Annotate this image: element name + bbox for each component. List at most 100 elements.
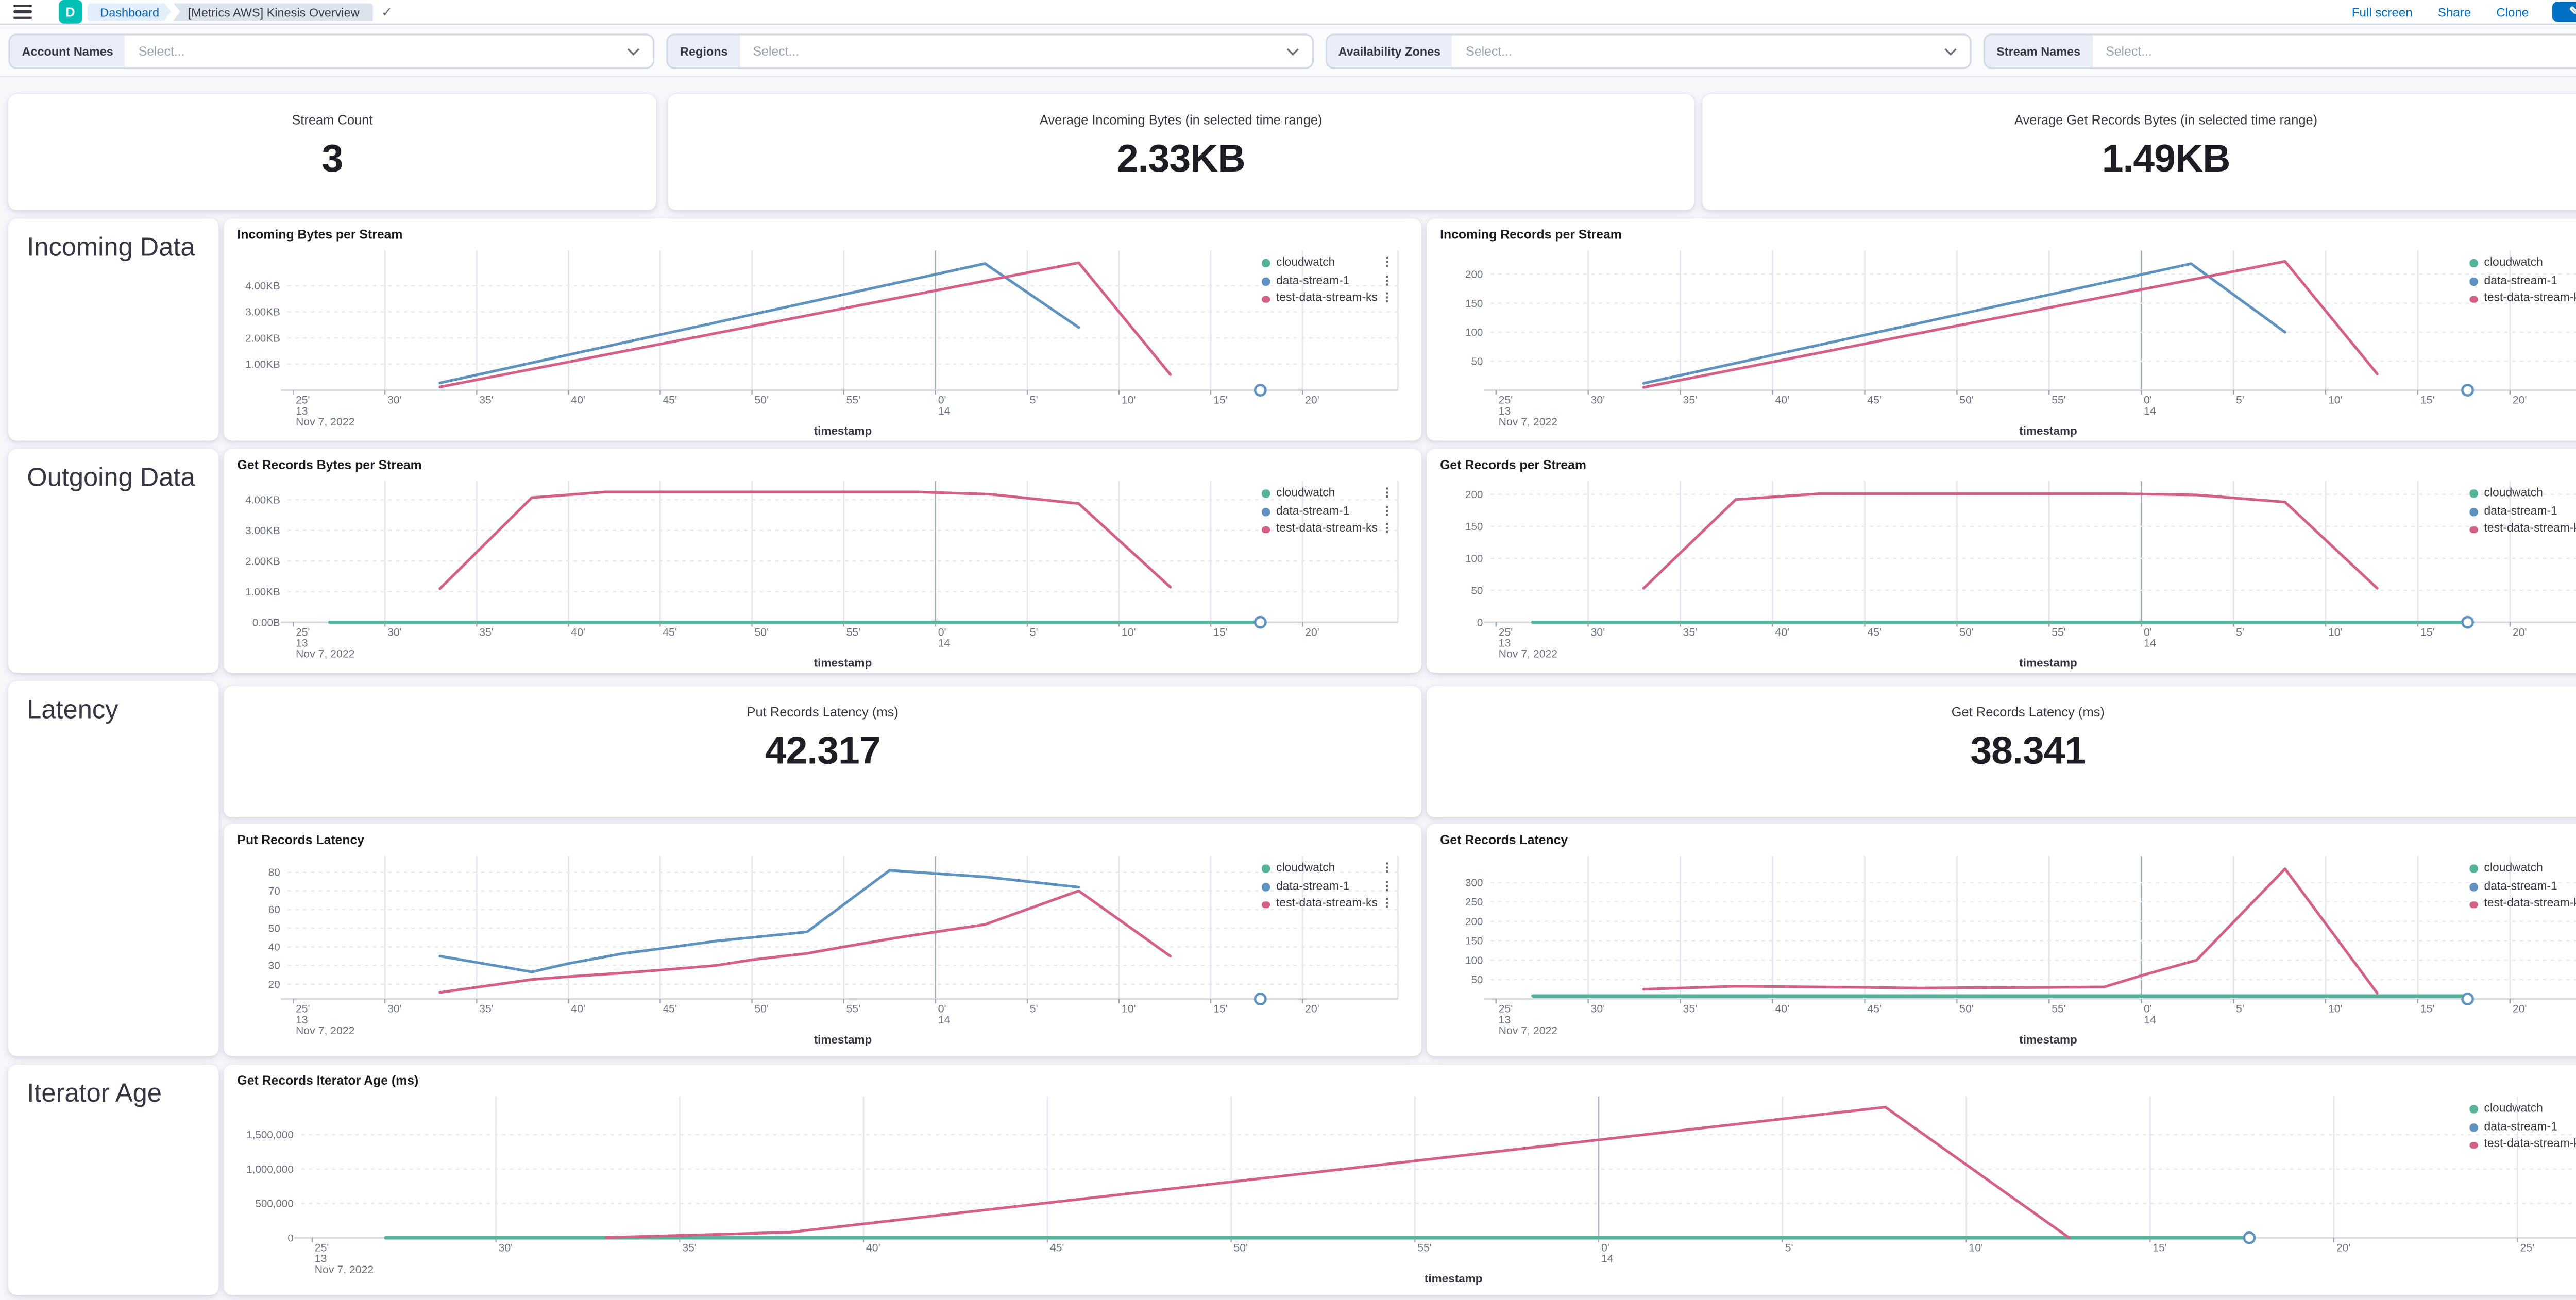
breadcrumb-current-dashboard[interactable]: [Metrics AWS] Kinesis Overview (173, 2, 373, 21)
legend-item-cloudwatch[interactable]: cloudwatch⋮ (1261, 488, 1393, 500)
svg-text:50: 50 (268, 922, 280, 934)
annotation-marker[interactable] (2461, 615, 2474, 629)
legend-item-test-data-stream-ks[interactable]: test-data-stream-ks⋮ (1261, 898, 1393, 911)
svg-text:40': 40' (571, 395, 585, 406)
series-line-test-data-stream-ks (1642, 260, 2379, 389)
chart-title: Incoming Bytes per Stream (237, 226, 403, 242)
svg-text:30': 30' (1591, 626, 1605, 638)
legend-kebab-menu-icon[interactable]: ⋮ (1381, 293, 1393, 305)
deployment-logo[interactable]: D (59, 0, 82, 23)
filter-select-placeholder[interactable]: Select... (1466, 43, 1512, 58)
annotation-marker[interactable] (2461, 993, 2474, 1005)
filter-control-availability-zones[interactable]: Availability Zones Select... (1325, 32, 1972, 69)
legend-item-test-data-stream-ks[interactable]: test-data-stream-ks⋮ (1261, 293, 1393, 305)
full-screen-link[interactable]: Full screen (2351, 4, 2413, 20)
legend-series-name: data-stream-1 (2484, 1121, 2557, 1134)
filter-control-stream-names[interactable]: Stream Names Select... (1982, 32, 2576, 69)
legend-item-data-stream-1[interactable]: data-stream-1⋮ (2469, 1121, 2576, 1134)
annotation-marker[interactable] (2243, 1231, 2256, 1244)
legend-color-dot (1261, 508, 1269, 516)
metric-label: Stream Count (292, 112, 373, 128)
hamburger-menu-icon[interactable] (13, 4, 32, 20)
svg-text:55': 55' (1417, 1242, 1432, 1254)
svg-text:13: 13 (1499, 405, 1511, 417)
legend-item-cloudwatch[interactable]: cloudwatch⋮ (2469, 488, 2576, 500)
legend-color-dot (2469, 900, 2478, 909)
svg-text:Nov 7, 2022: Nov 7, 2022 (296, 648, 354, 660)
annotation-marker[interactable] (1253, 384, 1267, 397)
legend-item-test-data-stream-ks[interactable]: test-data-stream-ks⋮ (2469, 898, 2576, 911)
svg-text:13: 13 (296, 405, 308, 417)
svg-text:20': 20' (2513, 395, 2527, 406)
annotation-marker[interactable] (1253, 615, 1267, 629)
annotation-marker[interactable] (1253, 993, 1267, 1005)
legend-kebab-menu-icon[interactable]: ⋮ (1381, 258, 1393, 270)
legend-item-test-data-stream-ks[interactable]: test-data-stream-ks⋮ (2469, 1139, 2576, 1151)
chart-title: Get Records Iterator Age (ms) (237, 1072, 419, 1088)
legend-item-cloudwatch[interactable]: cloudwatch⋮ (1261, 863, 1393, 875)
series-line-data-stream-1 (1642, 262, 2286, 385)
svg-text:0': 0' (2144, 1003, 2152, 1015)
legend-color-dot (2469, 277, 2478, 285)
legend-kebab-menu-icon[interactable]: ⋮ (1381, 275, 1393, 287)
svg-text:50': 50' (754, 395, 769, 406)
svg-text:40': 40' (571, 1003, 585, 1015)
svg-text:35': 35' (479, 395, 494, 406)
svg-text:70: 70 (268, 885, 280, 897)
legend-series-name: test-data-stream-ks (2484, 293, 2576, 305)
filter-control-regions[interactable]: Regions Select... (666, 32, 1313, 69)
breadcrumb-dashboard[interactable]: Dashboard (87, 3, 171, 21)
series-line-data-stream-1 (438, 869, 1080, 973)
series-line-test-data-stream-ks (1642, 492, 2379, 590)
legend-kebab-menu-icon[interactable]: ⋮ (1381, 898, 1393, 911)
svg-text:10': 10' (2328, 1003, 2343, 1015)
filter-select-placeholder[interactable]: Select... (138, 43, 185, 58)
legend-item-cloudwatch[interactable]: cloudwatch⋮ (2469, 1103, 2576, 1116)
svg-text:10': 10' (2328, 395, 2343, 406)
legend-series-name: test-data-stream-ks (2484, 898, 2576, 911)
legend-item-cloudwatch[interactable]: cloudwatch⋮ (1261, 258, 1393, 270)
svg-text:5': 5' (2236, 395, 2244, 406)
legend-series-name: data-stream-1 (2484, 881, 2557, 893)
legend-item-data-stream-1[interactable]: data-stream-1⋮ (2469, 881, 2576, 893)
svg-text:45': 45' (663, 626, 677, 638)
series-line-test-data-stream-ks (605, 1105, 2071, 1239)
legend-kebab-menu-icon[interactable]: ⋮ (1381, 488, 1393, 500)
svg-text:0': 0' (2144, 626, 2152, 638)
metric-label: Get Records Latency (ms) (1951, 705, 2105, 720)
legend-item-data-stream-1[interactable]: data-stream-1⋮ (1261, 505, 1393, 518)
filter-select-placeholder[interactable]: Select... (2106, 43, 2152, 58)
legend-kebab-menu-icon[interactable]: ⋮ (1381, 506, 1393, 518)
legend-color-dot (2469, 883, 2478, 891)
svg-text:4.00KB: 4.00KB (245, 280, 280, 292)
share-link[interactable]: Share (2437, 4, 2471, 20)
legend-item-data-stream-1[interactable]: data-stream-1⋮ (2469, 275, 2576, 287)
legend-item-data-stream-1[interactable]: data-stream-1⋮ (1261, 275, 1393, 287)
metric-panel-2: Average Incoming Bytes (in selected time… (668, 94, 1694, 211)
svg-text:50: 50 (1471, 585, 1483, 596)
filter-label: Regions (668, 34, 740, 66)
legend-item-data-stream-1[interactable]: data-stream-1⋮ (1261, 881, 1393, 893)
filter-select-placeholder[interactable]: Select... (753, 43, 800, 58)
metric-value: 3 (321, 136, 343, 180)
edit-button[interactable]: ✎ Edit (2552, 2, 2576, 22)
svg-text:5': 5' (1030, 395, 1038, 406)
clone-link[interactable]: Clone (2496, 4, 2529, 20)
legend-item-test-data-stream-ks[interactable]: test-data-stream-ks⋮ (2469, 293, 2576, 305)
svg-text:25': 25' (296, 1003, 310, 1015)
x-axis-label: timestamp (2019, 657, 2077, 670)
svg-text:50': 50' (1959, 395, 1974, 406)
check-icon: ✓ (381, 4, 393, 20)
filter-control-account-names[interactable]: Account Names Select... (8, 32, 655, 69)
legend-item-test-data-stream-ks[interactable]: test-data-stream-ks⋮ (1261, 523, 1393, 536)
legend-item-cloudwatch[interactable]: cloudwatch⋮ (2469, 863, 2576, 875)
legend-kebab-menu-icon[interactable]: ⋮ (1381, 881, 1393, 893)
legend-item-cloudwatch[interactable]: cloudwatch⋮ (2469, 258, 2576, 270)
legend-kebab-menu-icon[interactable]: ⋮ (1381, 523, 1393, 536)
svg-text:150: 150 (1465, 935, 1483, 947)
legend-item-data-stream-1[interactable]: data-stream-1⋮ (2469, 505, 2576, 518)
svg-text:20': 20' (2513, 626, 2527, 638)
legend-item-test-data-stream-ks[interactable]: test-data-stream-ks⋮ (2469, 523, 2576, 536)
legend-kebab-menu-icon[interactable]: ⋮ (1381, 863, 1393, 875)
annotation-marker[interactable] (2461, 384, 2474, 397)
